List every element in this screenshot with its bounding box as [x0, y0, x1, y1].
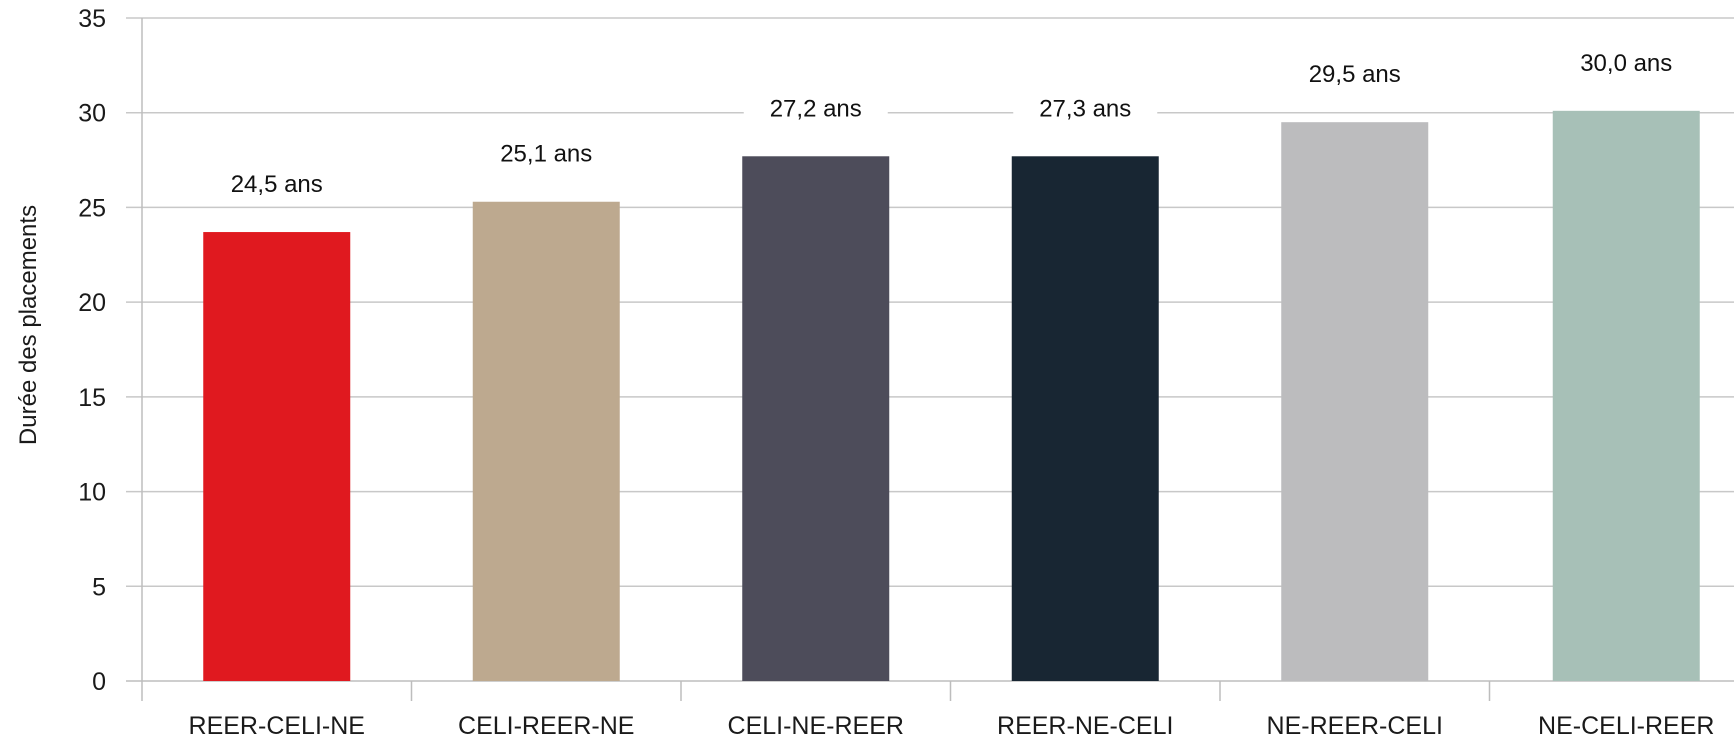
bar — [742, 156, 890, 682]
bar — [472, 201, 620, 681]
x-category-label: NE-CELI-REER — [1538, 712, 1714, 740]
data-label-background — [1282, 56, 1427, 91]
data-label-background — [743, 90, 888, 125]
data-label: 24,5 ans — [231, 171, 323, 198]
bar — [1011, 156, 1159, 682]
y-tick-label: 25 — [78, 194, 106, 222]
y-tick-label: 30 — [78, 100, 106, 128]
data-label: 30,0 ans — [1580, 50, 1672, 77]
x-category-label: REER-CELI-NE — [189, 712, 365, 740]
data-label: 27,3 ans — [1039, 95, 1131, 122]
axes — [126, 18, 1734, 701]
data-label-background — [474, 135, 619, 170]
bar — [1552, 110, 1700, 681]
labels: 0 5 10 15 20 25 30 35 24,5 ans REER-CELI-NE 25,1 a… — [78, 5, 1714, 740]
x-category-label: CELI-NE-REER — [728, 712, 904, 740]
y-tick-label: 35 — [78, 5, 106, 33]
y-tick-label: 10 — [78, 479, 106, 507]
bars — [203, 110, 1700, 682]
data-label-background — [204, 166, 349, 201]
x-category-label: NE-REER-CELI — [1267, 712, 1443, 740]
bar — [203, 232, 351, 681]
data-label-background — [1013, 90, 1158, 125]
gridlines — [126, 17, 1734, 588]
y-tick-label: 15 — [78, 384, 106, 412]
x-category-label: REER-NE-CELI — [997, 712, 1173, 740]
data-label-background — [1554, 44, 1699, 79]
y-tick-label: 0 — [92, 668, 106, 696]
y-tick-label: 5 — [92, 573, 106, 601]
data-label: 25,1 ans — [500, 141, 592, 168]
y-axis-title: Durée des placements — [15, 205, 42, 445]
data-label: 27,2 ans — [770, 95, 862, 122]
y-tick-label: 20 — [78, 289, 106, 317]
data-label: 29,5 ans — [1309, 61, 1401, 88]
bar — [1281, 122, 1429, 681]
x-category-label: CELI-REER-NE — [458, 712, 634, 740]
